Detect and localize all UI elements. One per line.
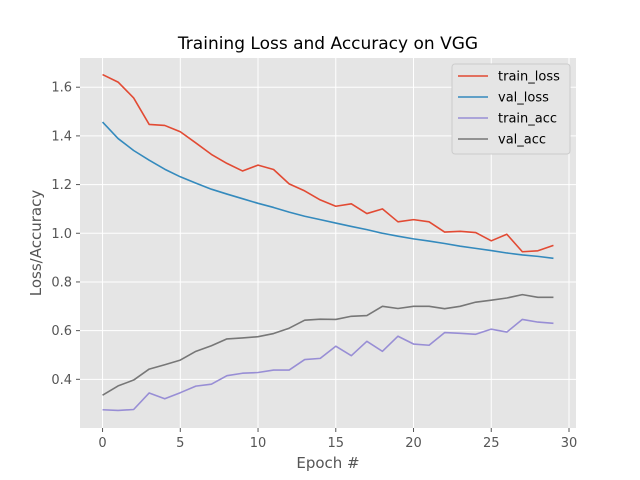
series-group <box>101 73 554 412</box>
chart-title: Training Loss and Accuracy on VGG <box>177 34 478 54</box>
legend-label: val_loss <box>498 91 549 106</box>
y-tick-label: 1.2 <box>51 178 72 193</box>
x-tick-label: 20 <box>405 436 422 451</box>
y-axis-label: Loss/Accuracy <box>27 190 45 297</box>
x-tick-label: 30 <box>561 436 578 451</box>
legend-label: val_acc <box>498 133 546 148</box>
legend-label: train_acc <box>498 112 557 127</box>
y-tick-label: 1.0 <box>51 227 72 242</box>
y-tick-label: 1.4 <box>51 129 72 144</box>
ticks: 0 5 10 15 20 25 30 0.4 0.6 0.8 1.0 1.2 1.4 1.6 <box>51 81 577 451</box>
x-tick-label: 0 <box>98 436 106 451</box>
legend-label: train_loss <box>498 70 560 85</box>
series-line-val-loss <box>101 121 554 260</box>
y-tick-label: 1.6 <box>51 81 72 96</box>
x-tick-label: 15 <box>328 436 345 451</box>
x-axis-label: Epoch # <box>296 454 359 472</box>
x-tick-label: 25 <box>483 436 500 451</box>
y-tick-label: 0.6 <box>51 324 72 339</box>
legend-box <box>451 63 571 155</box>
y-tick-label: 0.8 <box>51 275 72 290</box>
y-tick-label: 0.4 <box>51 373 72 388</box>
legend: train_loss val_loss train_acc val_acc <box>451 63 571 155</box>
series-line-val-acc <box>102 293 554 396</box>
series-line-train-acc <box>102 318 554 412</box>
x-tick-label: 5 <box>176 436 184 451</box>
series-line-train-loss <box>102 73 554 253</box>
x-tick-label: 10 <box>250 436 267 451</box>
